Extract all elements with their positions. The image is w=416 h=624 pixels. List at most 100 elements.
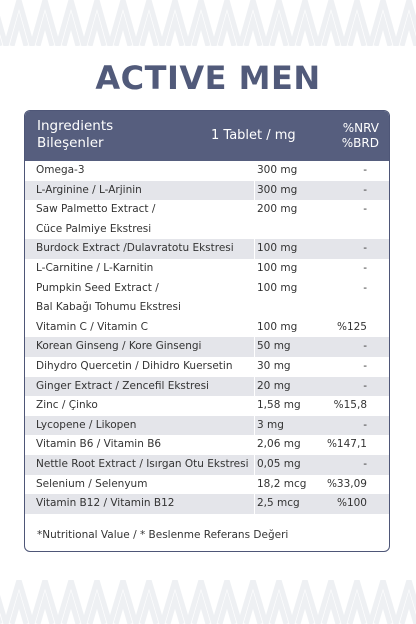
table-row: Korean Ginseng / Kore Ginsengi 50 mg - <box>25 337 389 357</box>
pattern-chevron <box>211 0 243 46</box>
pattern-chevron-inner <box>191 11 211 46</box>
ingredient-amount: 2,06 mg <box>257 438 301 451</box>
decorative-pattern-bottom <box>0 580 416 624</box>
column-divider <box>254 415 255 436</box>
ingredient-amount: 1,58 mg <box>257 399 301 412</box>
ingredient-amount: 18,2 mcg <box>257 477 307 490</box>
column-divider <box>254 356 255 377</box>
pattern-chevron <box>107 0 139 46</box>
ingredient-name: Selenium / Selenyum <box>36 477 148 490</box>
column-divider <box>254 454 255 475</box>
table-row: Vitamin B6 / Vitamin B6 2,06 mg %147,1 <box>25 435 389 455</box>
pattern-chevron-inner <box>321 11 341 46</box>
pattern-chevron <box>81 0 113 46</box>
pattern-chevron <box>393 580 416 624</box>
pattern-chevron <box>263 580 295 624</box>
pattern-chevron-inner <box>373 11 393 46</box>
pattern-chevron-inner <box>217 590 237 624</box>
pattern-chevron-inner <box>87 590 107 624</box>
ingredient-nrv: - <box>363 418 367 431</box>
ingredient-amount: 300 mg <box>257 164 298 176</box>
pattern-chevron-inner <box>347 590 367 624</box>
pattern-chevron <box>29 0 61 46</box>
ingredient-nrv: %125 <box>336 320 367 333</box>
pattern-chevron-inner <box>165 590 185 624</box>
header-amount: 1 Tablet / mg <box>211 128 296 143</box>
pattern-chevron-inner <box>35 590 55 624</box>
table-row: Vitamin C / Vitamin C 100 mg %125 <box>25 317 389 338</box>
ingredient-nrv: - <box>363 183 367 196</box>
ingredient-nrv: - <box>363 281 367 294</box>
ingredient-amount: 100 mg <box>257 281 298 294</box>
pattern-chevron <box>55 580 87 624</box>
ingredient-amount: 0,05 mg <box>257 457 301 470</box>
pattern-chevron <box>341 580 373 624</box>
column-divider <box>254 494 255 514</box>
ingredient-nrv: - <box>363 359 367 372</box>
pattern-chevron-inner <box>9 590 29 624</box>
pattern-chevron-inner <box>87 11 107 46</box>
ingredient-name: Bal Kabağı Tohumu Ekstresi <box>36 301 181 314</box>
ingredient-amount: 30 mg <box>257 359 291 372</box>
pattern-chevron <box>367 0 399 46</box>
table-row: L-Arginine / L-Arjinin 300 mg - <box>25 180 389 201</box>
ingredient-nrv: - <box>363 203 367 216</box>
pattern-chevron <box>81 580 113 624</box>
header-nrv-en: %NRV <box>342 121 379 135</box>
ingredient-name: Vitamin B12 / Vitamin B12 <box>36 497 175 510</box>
column-divider <box>254 435 255 455</box>
pattern-chevron-inner <box>295 11 315 46</box>
pattern-chevron <box>211 580 243 624</box>
ingredient-nrv: - <box>363 457 367 470</box>
ingredient-name: Zinc / Çinko <box>36 399 98 412</box>
pattern-chevron-inner <box>321 590 341 624</box>
column-divider <box>254 180 255 201</box>
ingredient-nrv: - <box>363 242 367 255</box>
ingredient-name: L-Carnitine / L-Karnitin <box>36 261 154 274</box>
pattern-chevron <box>29 580 61 624</box>
header-ingredients-tr: Bileşenler <box>37 135 104 151</box>
pattern-chevron-inner <box>191 590 211 624</box>
column-divider <box>254 278 255 299</box>
header-nrv-tr: %BRD <box>341 136 379 150</box>
column-divider <box>254 376 255 397</box>
pattern-chevron <box>0 15 9 46</box>
ingredient-name: Saw Palmetto Extract / <box>36 203 156 216</box>
table-row: Ginger Extract / Zencefil Ekstresi 20 mg - <box>25 376 389 397</box>
column-divider <box>254 239 255 259</box>
pattern-chevron-inner <box>9 11 29 46</box>
ingredient-name: Lycopene / Likopen <box>36 418 137 431</box>
ingredient-amount: 50 mg <box>257 340 291 353</box>
ingredient-nrv: %15,8 <box>333 399 367 412</box>
table-row: L-Carnitine / L-Karnitin 100 mg - <box>25 258 389 279</box>
table-row: Lycopene / Likopen 3 mg - <box>25 415 389 436</box>
header-ingredients-en: Ingredients <box>37 118 114 134</box>
table-header: Ingredients Bileşenler 1 Tablet / mg %NR… <box>25 111 389 161</box>
table-row: Saw Palmetto Extract / 200 mg - <box>25 200 389 220</box>
pattern-chevron-inner <box>243 11 263 46</box>
pattern-chevron-inner <box>139 11 159 46</box>
table-row: Selenium / Selenyum 18,2 mcg %33,09 <box>25 474 389 495</box>
pattern-chevron-inner <box>113 590 133 624</box>
pattern-chevron <box>159 580 191 624</box>
pattern-chevron-inner <box>347 11 367 46</box>
ingredient-nrv: - <box>363 340 367 353</box>
pattern-chevron <box>3 580 35 624</box>
ingredient-name: Dihydro Quercetin / Dihidro Kuersetin <box>36 359 233 372</box>
pattern-chevron <box>237 580 269 624</box>
footnote: *Nutritional Value / * Beslenme Referans… <box>37 529 289 541</box>
ingredient-nrv: - <box>363 379 367 392</box>
pattern-chevron <box>315 580 347 624</box>
ingredient-name: Cüce Palmiye Ekstresi <box>36 222 152 235</box>
header-ingredients: Ingredients Bileşenler <box>37 118 113 152</box>
ingredient-name: Nettle Root Extract / Isırgan Otu Ekstre… <box>36 457 249 470</box>
pattern-chevron-inner <box>269 11 289 46</box>
table-row: Pumpkin Seed Extract / 100 mg - <box>25 278 389 299</box>
pattern-chevron <box>289 0 321 46</box>
ingredient-amount: 200 mg <box>257 203 298 216</box>
pattern-chevron <box>341 0 373 46</box>
table-row: Vitamin B12 / Vitamin B12 2,5 mcg %100 <box>25 494 389 514</box>
pattern-chevron <box>133 580 165 624</box>
pattern-chevron <box>237 0 269 46</box>
decorative-pattern-top <box>0 0 416 46</box>
